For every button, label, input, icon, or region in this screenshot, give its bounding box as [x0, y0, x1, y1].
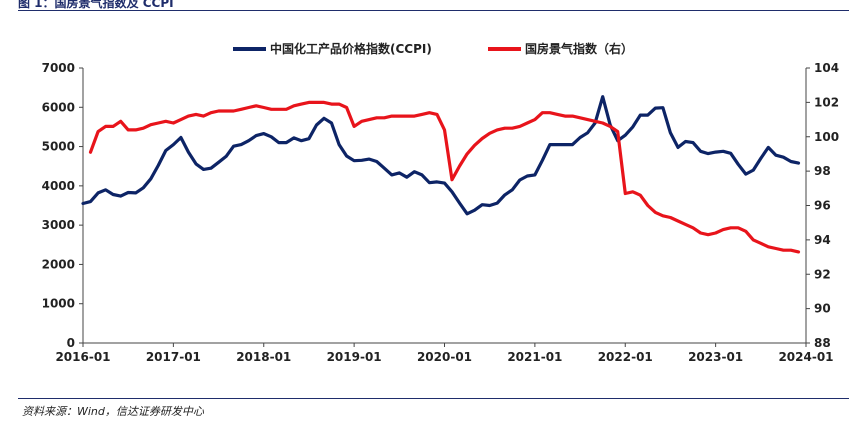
x-tick-label: 2020-01: [417, 350, 472, 364]
y-right-tick-label: 90: [814, 302, 831, 316]
x-tick-label: 2017-01: [146, 350, 201, 364]
y-left-tick-label: 5000: [42, 140, 75, 154]
y-right-tick-label: 104: [814, 61, 839, 75]
y-right-tick-label: 100: [814, 130, 839, 144]
housing-index-series-line: [88, 100, 801, 254]
legend-label-housing-index: 国房景气指数（右）: [525, 41, 633, 56]
x-tick-label: 2019-01: [327, 350, 382, 364]
x-tick-label: 2021-01: [507, 350, 562, 364]
source-note: 资料来源：Wind，信达证券研发中心: [22, 405, 204, 418]
y-right-tick-label: 96: [814, 199, 831, 213]
y-left-tick-label: 0: [67, 336, 75, 350]
y-left-tick-label: 3000: [42, 218, 75, 232]
x-tick-label: 2022-01: [598, 350, 653, 364]
bottom-rule: [18, 398, 849, 399]
y-right-tick-label: 92: [814, 267, 831, 281]
legend-label-ccpi: 中国化工产品价格指数(CCPI): [270, 41, 432, 56]
y-left-tick-label: 2000: [42, 257, 75, 271]
y-left-tick-label: 6000: [42, 100, 75, 114]
x-tick-label: 2023-01: [688, 350, 743, 364]
top-rule: [18, 10, 849, 11]
y-right-tick-label: 94: [814, 233, 831, 247]
y-left-tick-label: 1000: [42, 297, 75, 311]
y-left-tick-label: 4000: [42, 179, 75, 193]
x-tick-label: 2016-01: [55, 350, 110, 364]
y-left-tick-label: 7000: [42, 61, 75, 75]
ccpi-series-line: [81, 95, 801, 216]
figure-title: 图 1：国房景气指数及 CCPI: [18, 0, 174, 10]
chart: 0 1000 2000 3000 4000 5000 6000 7000 88 90 92 94 96 9…: [42, 41, 839, 364]
y-right-tick-label: 88: [814, 336, 831, 350]
y-right-tick-label: 98: [814, 164, 831, 178]
x-tick-label: 2018-01: [236, 350, 291, 364]
x-tick-label: 2024-01: [778, 350, 833, 364]
y-right-tick-label: 102: [814, 95, 839, 109]
